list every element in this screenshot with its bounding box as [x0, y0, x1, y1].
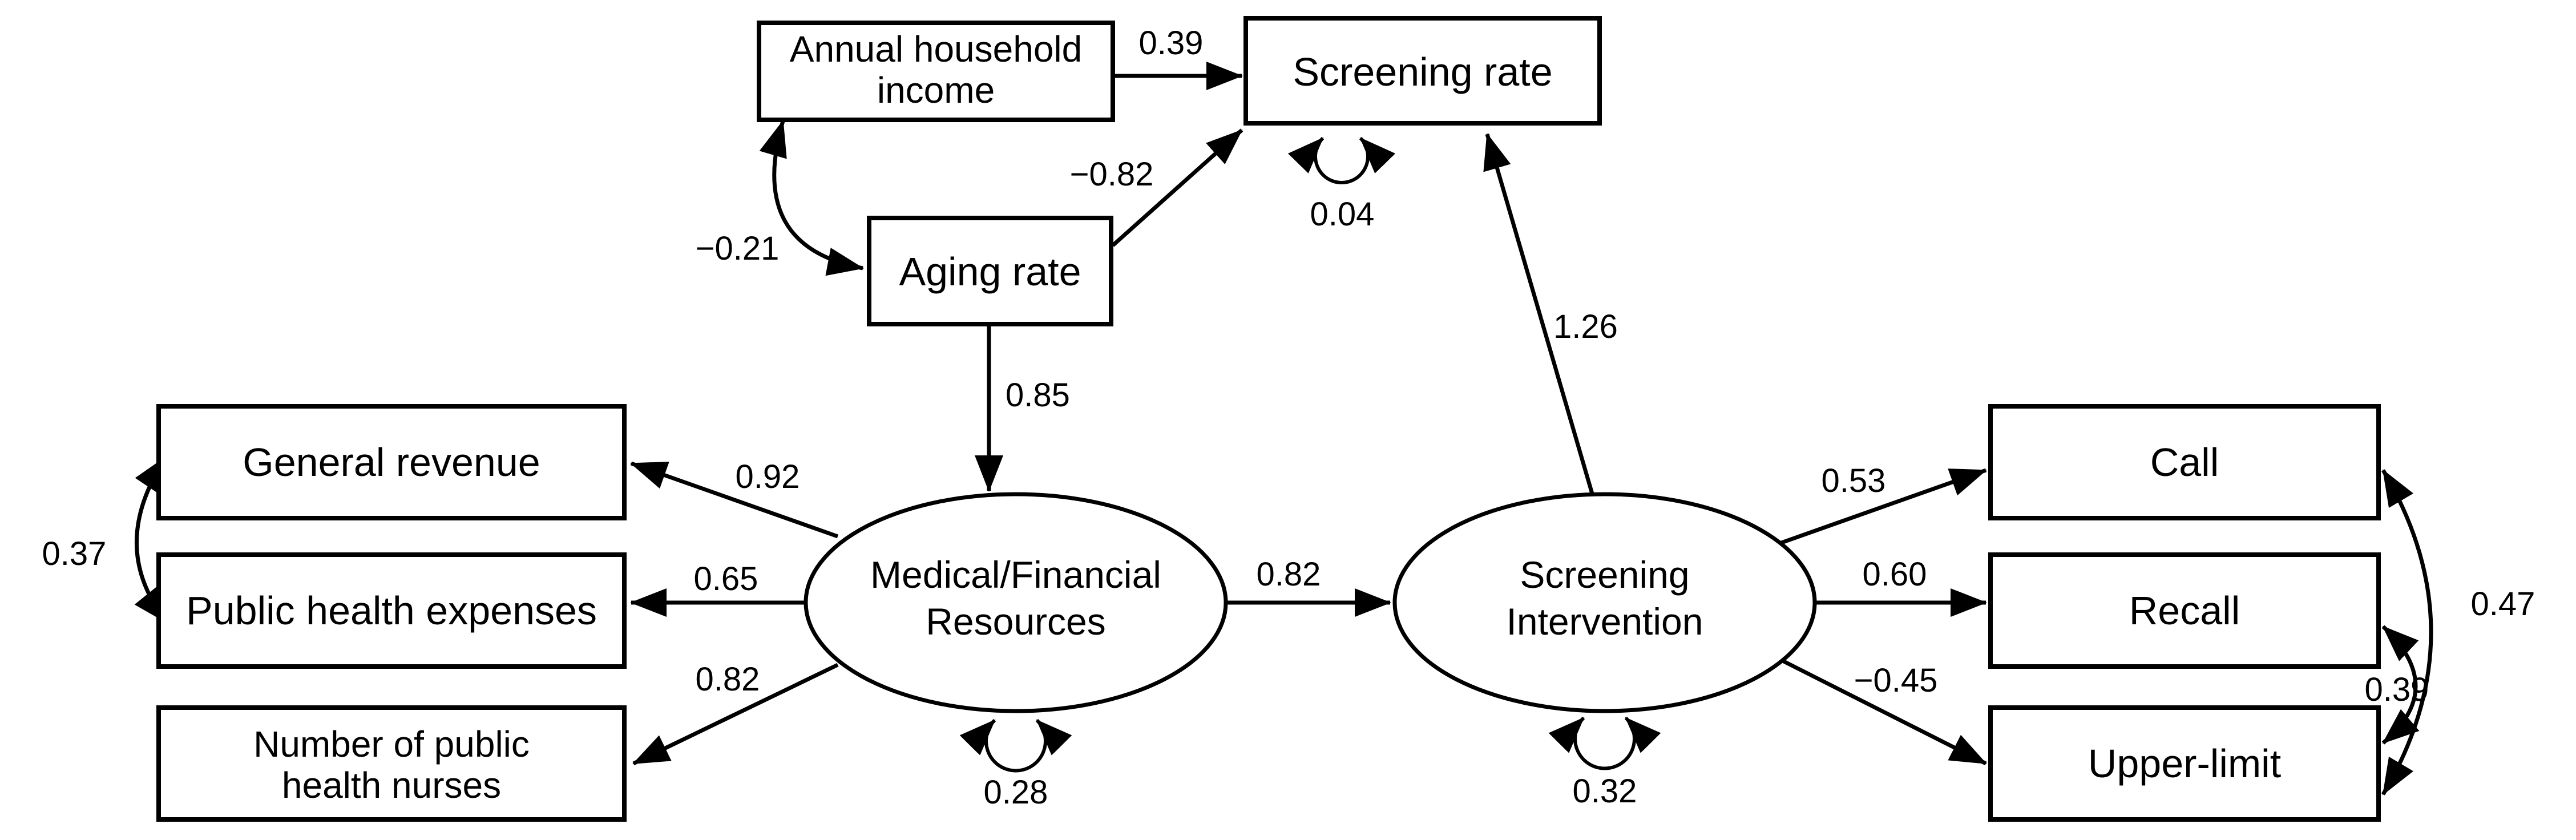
coef-resources-to-nurses: 0.82	[696, 661, 760, 698]
node-screening-rate-label: Screening rate	[1293, 50, 1552, 94]
node-public-health-expenses-box	[156, 552, 627, 669]
node-aging-rate-box	[867, 216, 1113, 326]
coef-revenue-expenses-covariance: 0.37	[42, 535, 107, 572]
coef-screening-rate-error-variance: 0.04	[1310, 196, 1375, 233]
edge-income-aging-covariance	[759, 120, 864, 276]
node-screening-intervention-label-line2: Intervention	[1507, 600, 1703, 643]
coef-resources-error-variance: 0.28	[984, 774, 1048, 811]
edge-aging-rate-to-screening-rate	[1111, 128, 1243, 247]
node-upper-limit-box	[1988, 705, 2381, 822]
coef-aging-rate-to-screening-rate: −0.82	[1070, 156, 1154, 193]
edge-resources-to-nurses	[632, 663, 839, 766]
edge-recall-upper-limit-covariance	[2381, 625, 2420, 745]
edge-revenue-expenses-covariance	[134, 455, 169, 625]
edge-call-upper-limit-covariance	[2381, 469, 2433, 795]
node-public-health-nurses-label-line2: health nurses	[282, 765, 501, 806]
node-call-box	[1988, 404, 2381, 520]
coef-resources-to-intervention: 0.82	[1257, 556, 1321, 593]
coef-recall-upper-limit-covariance: 0.39	[2365, 671, 2429, 708]
coef-income-to-screening-rate: 0.39	[1139, 25, 1204, 62]
coef-intervention-to-recall: 0.60	[1863, 556, 1927, 593]
node-general-revenue-box	[156, 404, 627, 520]
coef-call-upper-limit-covariance: 0.47	[2471, 585, 2535, 623]
coef-intervention-to-upper-limit: −0.45	[1854, 662, 1938, 699]
coef-resources-to-public-health-expenses: 0.65	[694, 560, 758, 597]
node-public-health-expenses-label: Public health expenses	[186, 588, 597, 633]
node-general-revenue-label: General revenue	[243, 440, 540, 484]
node-annual-household-income-label-line2: income	[877, 70, 995, 111]
coef-intervention-error-variance: 0.32	[1573, 773, 1637, 810]
node-annual-household-income-box	[757, 21, 1115, 122]
node-annual-household-income-label-line1: Annual household	[790, 29, 1082, 70]
node-medical-financial-resources-ellipse	[804, 492, 1228, 713]
node-recall-box	[1988, 552, 2381, 669]
edge-intervention-to-screening-rate	[1483, 133, 1596, 498]
node-screening-intervention-label-line1: Screening	[1520, 554, 1689, 596]
loop-resources-error	[959, 718, 1072, 773]
node-recall-label: Recall	[2129, 588, 2240, 633]
coef-intervention-to-screening-rate: 1.26	[1553, 308, 1618, 345]
loop-intervention-error	[1548, 716, 1661, 770]
node-public-health-nurses-label-line1: Number of public	[253, 724, 530, 765]
node-screening-intervention-ellipse	[1392, 492, 1817, 713]
coef-resources-to-general-revenue: 0.92	[736, 458, 800, 495]
edge-resources-to-general-revenue	[630, 461, 839, 539]
node-upper-limit-label: Upper-limit	[2088, 741, 2281, 786]
node-medical-financial-resources-label-line2: Resources	[926, 600, 1105, 643]
node-aging-rate-label: Aging rate	[899, 249, 1081, 294]
coef-intervention-to-call: 0.53	[1822, 462, 1886, 499]
loop-screening-rate-error	[1287, 136, 1396, 184]
coef-income-aging-covariance: −0.21	[696, 230, 780, 267]
node-screening-rate-box	[1243, 16, 1602, 126]
edge-intervention-to-call	[1769, 468, 1987, 549]
node-public-health-nurses-box	[156, 705, 627, 822]
edge-intervention-to-upper-limit	[1772, 654, 1987, 766]
node-medical-financial-resources-label-line1: Medical/Financial	[870, 554, 1161, 596]
node-call-label: Call	[2150, 440, 2219, 484]
coef-aging-rate-to-resources: 0.85	[1006, 377, 1070, 414]
